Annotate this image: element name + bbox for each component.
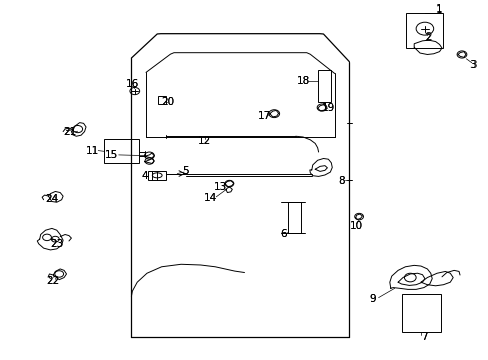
Text: 6: 6 [280, 229, 286, 239]
Bar [148, 171, 166, 180]
Text: 16: 16 [125, 79, 139, 89]
Text: 1: 1 [435, 4, 442, 14]
Text: 1: 1 [435, 5, 442, 15]
Text: 20: 20 [161, 97, 174, 107]
Text: 15: 15 [105, 150, 118, 160]
Text: 5: 5 [183, 166, 189, 176]
Text: 5: 5 [183, 166, 189, 176]
Text: 11: 11 [85, 145, 99, 156]
Text: 4: 4 [142, 171, 148, 181]
Text: 9: 9 [368, 294, 375, 304]
Text: 9: 9 [368, 294, 375, 304]
Text: 20: 20 [161, 97, 174, 107]
Bar [317, 69, 330, 102]
Text: 19: 19 [321, 103, 334, 113]
Bar [158, 96, 166, 104]
Text: 7: 7 [421, 332, 427, 342]
Text: 6: 6 [280, 229, 286, 239]
Text: 3: 3 [469, 59, 476, 69]
Bar [406, 13, 442, 48]
Text: 12: 12 [198, 136, 211, 146]
Text: 22: 22 [47, 276, 60, 286]
Text: 22: 22 [47, 276, 60, 286]
Bar [288, 202, 300, 233]
Text: 13: 13 [213, 182, 226, 192]
Text: 21: 21 [63, 127, 77, 136]
Text: 19: 19 [321, 103, 334, 113]
Text: 7: 7 [421, 332, 427, 342]
Text: 21: 21 [63, 127, 77, 136]
Text: 13: 13 [213, 182, 226, 192]
Text: 8: 8 [338, 176, 345, 186]
Text: 16: 16 [125, 79, 139, 89]
Text: 23: 23 [50, 239, 63, 249]
Text: 18: 18 [296, 76, 309, 86]
Text: 10: 10 [349, 221, 363, 231]
Text: 17: 17 [257, 111, 270, 121]
Text: 24: 24 [45, 194, 59, 204]
Text: 3: 3 [468, 60, 475, 70]
Text: 8: 8 [338, 176, 345, 186]
Text: 14: 14 [203, 193, 217, 203]
Text: 14: 14 [203, 193, 217, 203]
Text: 18: 18 [296, 76, 309, 86]
Text: 17: 17 [257, 111, 270, 121]
Text: 2: 2 [424, 33, 430, 43]
Text: 11: 11 [85, 145, 99, 156]
Text: 2: 2 [425, 32, 431, 42]
Text: 23: 23 [50, 239, 63, 249]
Text: 10: 10 [349, 221, 363, 231]
Text: 15: 15 [105, 150, 118, 160]
Text: 12: 12 [198, 136, 211, 146]
Bar [104, 139, 139, 163]
Text: 24: 24 [45, 194, 59, 204]
Bar [401, 294, 441, 332]
Text: 4: 4 [142, 171, 148, 181]
